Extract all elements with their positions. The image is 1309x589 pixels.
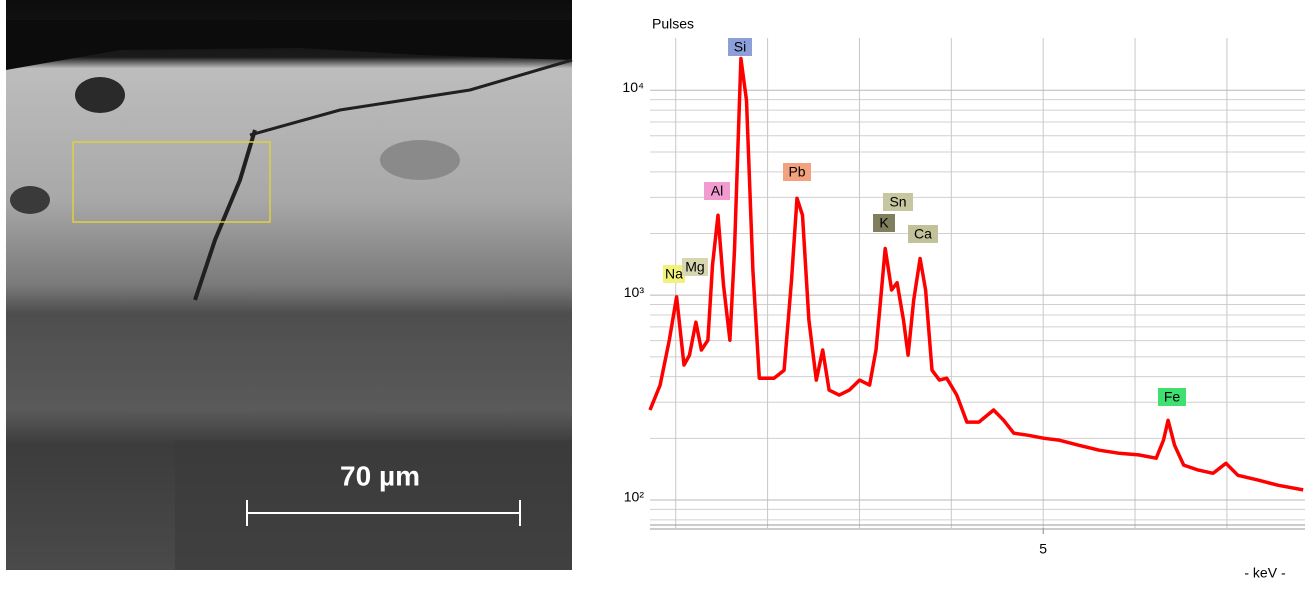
sem-inclusion: [380, 140, 460, 180]
element-label: Na: [663, 265, 685, 283]
element-label-text: Fe: [1164, 389, 1181, 405]
element-label-text: Sn: [889, 194, 906, 210]
element-label: Pb: [783, 163, 811, 181]
y-tick-label: 10⁴: [622, 79, 644, 95]
element-label: K: [873, 214, 895, 232]
y-axis-label: Pulses: [652, 16, 694, 32]
x-tick-label: 5: [1039, 541, 1047, 557]
element-label: Sn: [883, 193, 913, 211]
element-label-text: K: [879, 215, 889, 231]
spectrum-line: [650, 59, 1303, 490]
y-tick-label: 10³: [624, 284, 645, 300]
element-label: Ca: [908, 225, 938, 243]
element-label-text: Ca: [914, 226, 932, 242]
scale-bar-label: 70 µm: [340, 460, 420, 491]
element-label: Mg: [682, 258, 708, 276]
element-label-text: Si: [734, 39, 746, 55]
element-label-text: Al: [711, 183, 723, 199]
sem-image: 70 µm: [6, 0, 572, 570]
element-label: Al: [704, 182, 730, 200]
element-label-text: Mg: [685, 259, 704, 275]
element-label: Si: [728, 38, 752, 56]
sem-inclusion: [75, 77, 125, 113]
y-tick-label: 10²: [624, 489, 645, 505]
element-label-text: Na: [665, 266, 683, 282]
x-axis-label: - keV -: [1244, 565, 1286, 581]
page: 70 µm Pulses - keV - 10² 10³ 10⁴ 5 Si Al Pb NaM…: [0, 0, 1309, 584]
element-label: Fe: [1158, 388, 1186, 406]
element-label-text: Pb: [788, 164, 805, 180]
sem-inclusion: [10, 186, 50, 214]
